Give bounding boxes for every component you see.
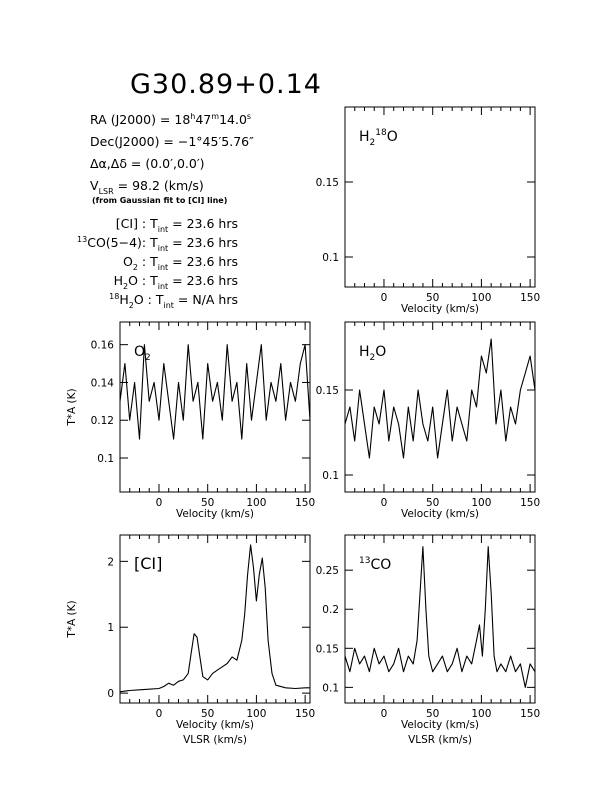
plot-frame: [344, 106, 536, 288]
x-tick-label: 50: [201, 708, 214, 720]
y-tick-label: 0.15: [316, 385, 339, 397]
y-tick-label: 1: [107, 622, 114, 634]
spectrum-line: [119, 344, 311, 440]
panel-o2: 0 50 100 150 0.1 0.12 0.14 0.16 Velocity (km/s) T…: [66, 321, 315, 520]
x-tick-label: 150: [520, 708, 540, 720]
x-axis-label-2: VLSR (km/s): [183, 734, 247, 746]
plot-frame: [119, 534, 311, 704]
x-tick-label: 100: [246, 497, 266, 509]
y-tick-label: 0.16: [91, 340, 115, 352]
x-tick-label: 150: [295, 708, 315, 720]
plot-frame: [119, 321, 311, 493]
x-tick-label: 0: [381, 497, 388, 509]
panel-h218o: 0 50 100 150 0.1 0.15 Velocity (km/s) H218O: [316, 106, 540, 315]
y-tick-label: 0.15: [316, 643, 339, 655]
panel-label: 13CO: [359, 556, 391, 573]
x-tick-label: 100: [246, 708, 266, 720]
integration-row: 13CO(5−4): Tint = 23.6 hrs: [77, 235, 238, 253]
panel-h2o: 0 50 100 150 0.1 0.15 Velocity (km/s) H2O: [316, 321, 540, 520]
integration-row: H2O : Tint = 23.6 hrs: [114, 273, 238, 291]
y-tick-label: 0: [107, 688, 114, 700]
x-axis-label-2: VLSR (km/s): [408, 734, 472, 746]
x-axis-label: Velocity (km/s): [176, 508, 254, 520]
x-tick-label: 150: [520, 497, 540, 509]
y-tick-label: 0.1: [322, 252, 339, 264]
x-tick-label: 0: [156, 497, 163, 509]
plot-frame: [344, 534, 536, 704]
panel-label: H2O: [359, 344, 386, 363]
x-tick-label: 50: [201, 497, 214, 509]
y-tick-label: 0.12: [91, 415, 114, 427]
spectrum-line: [119, 544, 310, 693]
x-axis-label: Velocity (km/s): [401, 303, 479, 315]
x-tick-label: 100: [471, 292, 491, 304]
x-axis-label: Velocity (km/s): [176, 719, 254, 731]
integration-row: O2 : Tint = 23.6 hrs: [123, 254, 238, 272]
x-tick-label: 50: [426, 292, 439, 304]
x-tick-label: 150: [295, 497, 315, 509]
plot-frame: [344, 321, 536, 493]
x-tick-label: 100: [471, 497, 491, 509]
panel-label: O2: [134, 344, 151, 363]
dec-line: Dec(J2000) = −1°45′5.76″: [90, 134, 254, 149]
panel-ci: 0 50 100 150 0 1 2 Velocity (km/s) VLSR (km/s) T*…: [66, 534, 315, 746]
x-axis-label: Velocity (km/s): [401, 508, 479, 520]
panel-13co: 0 50 100 150 0.1 0.15 0.2 0.25 Velocity (km/s) VL…: [316, 534, 540, 746]
y-tick-label: 0.15: [316, 177, 339, 189]
y-axis-label: T*A (K): [66, 388, 78, 426]
offset-line: Δα,Δδ = (0.0′,0.0′): [90, 156, 205, 171]
x-tick-label: 150: [520, 292, 540, 304]
y-tick-label: 0.25: [316, 565, 339, 577]
y-tick-label: 0.1: [322, 682, 339, 694]
x-tick-label: 0: [381, 708, 388, 720]
x-tick-label: 50: [426, 497, 439, 509]
x-axis-label: Velocity (km/s): [401, 719, 479, 731]
panel-label: H218O: [359, 128, 398, 148]
integration-row: 18H2O : Tint = N/A hrs: [109, 292, 238, 310]
source-title: G30.89+0.14: [130, 69, 322, 100]
y-tick-label: 0.1: [97, 453, 114, 465]
vlsr-line: VLSR = 98.2 (km/s): [90, 178, 204, 196]
integration-row: [CI] : Tint = 23.6 hrs: [116, 216, 238, 234]
vlsr-note: (from Gaussian fit to [CI] line): [92, 196, 227, 205]
y-tick-label: 2: [107, 556, 114, 568]
panel-label: [CI]: [134, 554, 162, 573]
x-tick-label: 0: [381, 292, 388, 304]
y-axis-label: T*A (K): [66, 600, 78, 638]
ra-line: RA (J2000) = 18h47m14.0s: [90, 112, 251, 127]
y-tick-label: 0.2: [322, 604, 339, 616]
x-tick-label: 0: [156, 708, 163, 720]
spectrum-line: [344, 546, 536, 688]
spectrum-line: [344, 338, 536, 459]
y-tick-label: 0.1: [322, 470, 339, 482]
y-tick-label: 0.14: [91, 377, 115, 389]
x-tick-label: 50: [426, 708, 439, 720]
x-tick-label: 100: [471, 708, 491, 720]
